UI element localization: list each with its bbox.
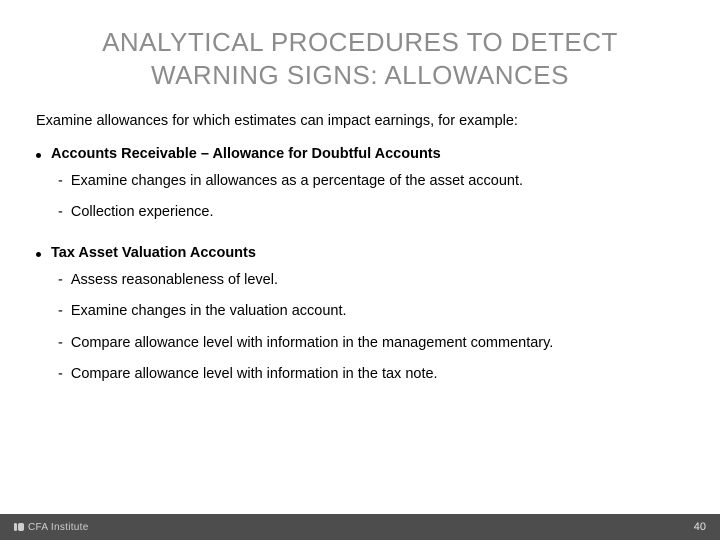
item-text: Compare allowance level with information… bbox=[71, 334, 554, 354]
dash-icon: - bbox=[58, 172, 63, 192]
list-item: -Compare allowance level with informatio… bbox=[58, 365, 684, 385]
list-item: -Compare allowance level with informatio… bbox=[58, 334, 684, 354]
list-item: -Examine changes in allowances as a perc… bbox=[58, 172, 684, 192]
dash-icon: - bbox=[58, 334, 63, 354]
page-number: 40 bbox=[694, 521, 706, 533]
sub-list: -Examine changes in allowances as a perc… bbox=[36, 172, 684, 223]
item-text: Examine changes in the valuation account… bbox=[71, 302, 347, 322]
dash-icon: - bbox=[58, 365, 63, 385]
section-header: Accounts Receivable – Allowance for Doub… bbox=[36, 146, 684, 162]
slide-body: Examine allowances for which estimates c… bbox=[36, 112, 684, 407]
item-text: Examine changes in allowances as a perce… bbox=[71, 172, 523, 192]
brand-icon bbox=[14, 522, 24, 532]
footer-bar: CFA Institute 40 bbox=[0, 514, 720, 540]
bullet-icon bbox=[36, 153, 41, 158]
title-line-2: WARNING SIGNS: ALLOWANCES bbox=[151, 60, 569, 90]
title-line-1: ANALYTICAL PROCEDURES TO DETECT bbox=[102, 27, 618, 57]
intro-text: Examine allowances for which estimates c… bbox=[36, 112, 684, 132]
list-item: -Assess reasonableness of level. bbox=[58, 271, 684, 291]
slide-title: ANALYTICAL PROCEDURES TO DETECT WARNING … bbox=[70, 26, 650, 91]
item-text: Assess reasonableness of level. bbox=[71, 271, 278, 291]
dash-icon: - bbox=[58, 302, 63, 322]
dash-icon: - bbox=[58, 203, 63, 223]
dash-icon: - bbox=[58, 271, 63, 291]
sub-list: -Assess reasonableness of level. -Examin… bbox=[36, 271, 684, 385]
item-text: Collection experience. bbox=[71, 203, 214, 223]
brand-text: CFA Institute bbox=[28, 522, 89, 533]
list-item: -Collection experience. bbox=[58, 203, 684, 223]
section-tax: Tax Asset Valuation Accounts -Assess rea… bbox=[36, 245, 684, 385]
section-heading: Accounts Receivable – Allowance for Doub… bbox=[51, 146, 684, 162]
section-header: Tax Asset Valuation Accounts bbox=[36, 245, 684, 261]
section-ar: Accounts Receivable – Allowance for Doub… bbox=[36, 146, 684, 223]
bullet-icon bbox=[36, 252, 41, 257]
item-text: Compare allowance level with information… bbox=[71, 365, 438, 385]
footer-brand: CFA Institute bbox=[14, 522, 89, 533]
slide: ANALYTICAL PROCEDURES TO DETECT WARNING … bbox=[0, 0, 720, 540]
list-item: -Examine changes in the valuation accoun… bbox=[58, 302, 684, 322]
section-heading: Tax Asset Valuation Accounts bbox=[51, 245, 684, 261]
